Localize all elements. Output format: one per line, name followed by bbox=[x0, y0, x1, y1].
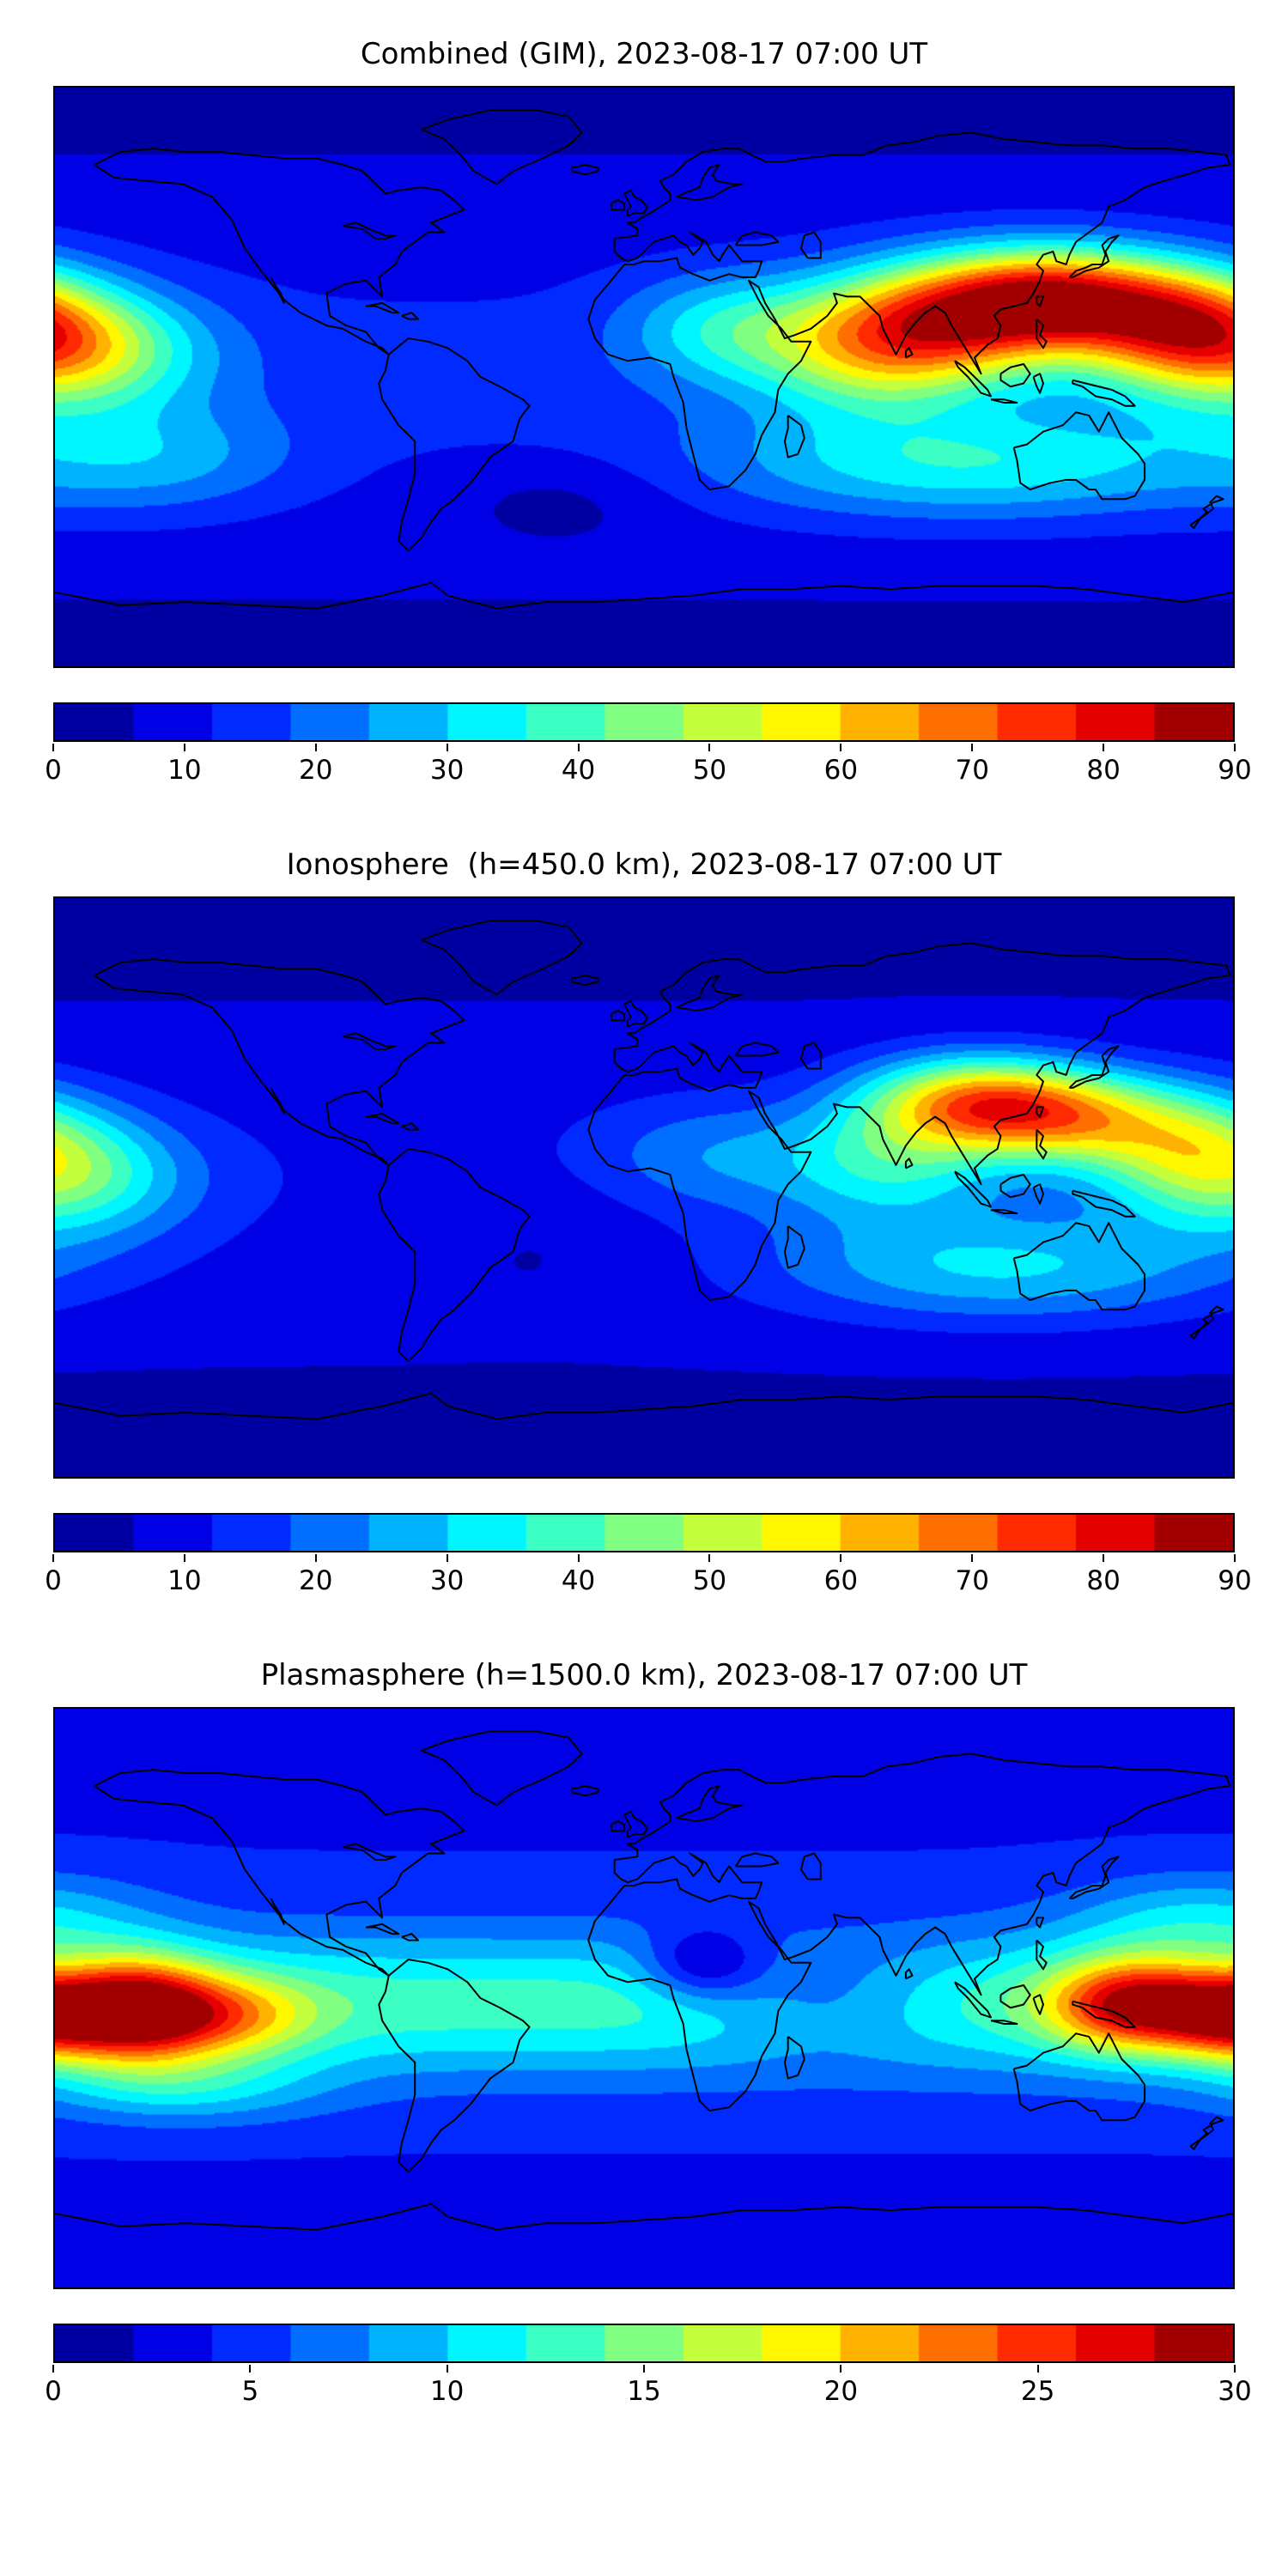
coastlines-overlay bbox=[55, 88, 1233, 666]
map-axes-ionosphere bbox=[53, 896, 1235, 1479]
colorbar-tick-mark bbox=[52, 744, 54, 751]
colorbar-tick-mark bbox=[446, 744, 448, 751]
colorbar-tick-label: 20 bbox=[823, 2376, 859, 2407]
tec-contour-canvas-ionosphere bbox=[55, 898, 1233, 1477]
colorbar-tick-mark bbox=[1234, 744, 1236, 751]
panel-combined: Combined (GIM), 2023-08-17 07:00 UT 0 10 2… bbox=[45, 36, 1252, 792]
colorbar-tick-label: 70 bbox=[955, 1565, 989, 1596]
colorbar-tick-label: 30 bbox=[1218, 2376, 1252, 2407]
colorbar-tick-mark bbox=[314, 744, 317, 751]
colorbar-tick-mark bbox=[314, 1554, 317, 1562]
colorbar-tick-mark bbox=[446, 2365, 448, 2372]
colorbar-ionosphere bbox=[53, 1513, 1235, 1552]
tec-contour-canvas-plasmasphere bbox=[55, 1709, 1233, 2287]
colorbar-canvas bbox=[55, 2325, 1233, 2361]
colorbar-tick-mark bbox=[52, 2365, 54, 2372]
colorbar-tick-label: 90 bbox=[1218, 755, 1252, 786]
colorbar-tick-label: 10 bbox=[167, 755, 202, 786]
coastlines-overlay bbox=[55, 898, 1233, 1477]
colorbar-tick-mark bbox=[971, 744, 974, 751]
coastlines-overlay bbox=[55, 1709, 1233, 2287]
colorbar-tick-mark bbox=[1234, 1554, 1236, 1562]
colorbar-tick-label: 40 bbox=[561, 1565, 596, 1596]
colorbar-canvas bbox=[55, 1515, 1233, 1551]
colorbar-tick-label: 0 bbox=[45, 2376, 62, 2407]
colorbar-tick-mark bbox=[840, 1554, 842, 1562]
map-axes-combined bbox=[53, 86, 1235, 668]
colorbar-tick-mark bbox=[708, 744, 711, 751]
colorbar-tick-mark bbox=[840, 744, 842, 751]
colorbar-tick-mark bbox=[577, 744, 580, 751]
colorbar-tick-label: 40 bbox=[561, 755, 596, 786]
colorbar-tick-mark bbox=[446, 1554, 448, 1562]
colorbar-tick-label: 20 bbox=[299, 1565, 333, 1596]
colorbar-tick-mark bbox=[577, 1554, 580, 1562]
colorbar-tick-label: 30 bbox=[429, 1565, 465, 1596]
panel-title-combined: Combined (GIM), 2023-08-17 07:00 UT bbox=[360, 37, 928, 71]
colorbar-tick-label: 60 bbox=[823, 755, 859, 786]
colorbar-tick-mark bbox=[840, 2365, 842, 2372]
colorbar-tick-label: 30 bbox=[429, 755, 465, 786]
colorbar-plasmasphere bbox=[53, 2324, 1235, 2363]
colorbar-tick-label: 90 bbox=[1218, 1565, 1252, 1596]
colorbar-tick-label: 70 bbox=[955, 755, 989, 786]
colorbar-tick-mark bbox=[183, 744, 185, 751]
colorbar-tick-label: 50 bbox=[692, 755, 727, 786]
colorbar-tick-label: 15 bbox=[627, 2376, 661, 2407]
colorbar-tick-label: 10 bbox=[429, 2376, 465, 2407]
figure: Combined (GIM), 2023-08-17 07:00 UT 0 10 2… bbox=[45, 36, 1252, 2413]
colorbar-tick-mark bbox=[52, 1554, 54, 1562]
tec-contour-canvas-combined bbox=[55, 88, 1233, 666]
colorbar-tick-label: 0 bbox=[45, 1565, 62, 1596]
panel-title-plasmasphere: Plasmasphere (h=1500.0 km), 2023-08-17 0… bbox=[260, 1658, 1028, 1692]
colorbar-tick-label: 0 bbox=[45, 755, 62, 786]
colorbar-tick-label: 5 bbox=[241, 2376, 259, 2407]
colorbar-ticks-ionosphere: 0 10 20 30 40 50 60 70 80 90 bbox=[45, 1554, 1252, 1602]
colorbar-tick-mark bbox=[1103, 1554, 1105, 1562]
colorbar-tick-label: 60 bbox=[823, 1565, 859, 1596]
colorbar-tick-label: 10 bbox=[167, 1565, 202, 1596]
colorbar-tick-mark bbox=[971, 1554, 974, 1562]
colorbar-tick-label: 80 bbox=[1086, 1565, 1121, 1596]
colorbar-ticks-plasmasphere: 0 5 10 15 20 25 30 bbox=[45, 2365, 1252, 2413]
colorbar-tick-mark bbox=[1234, 2365, 1236, 2372]
panel-plasmasphere: Plasmasphere (h=1500.0 km), 2023-08-17 0… bbox=[45, 1657, 1252, 2413]
colorbar-tick-label: 25 bbox=[1020, 2376, 1055, 2407]
colorbar-tick-mark bbox=[1036, 2365, 1039, 2372]
colorbar-tick-mark bbox=[708, 1554, 711, 1562]
colorbar-tick-mark bbox=[643, 2365, 645, 2372]
colorbar-canvas bbox=[55, 704, 1233, 740]
panel-ionosphere: Ionosphere (h=450.0 km), 2023-08-17 07:0… bbox=[45, 847, 1252, 1602]
colorbar-tick-mark bbox=[1103, 744, 1105, 751]
colorbar-tick-label: 50 bbox=[692, 1565, 727, 1596]
colorbar-ticks-combined: 0 10 20 30 40 50 60 70 80 90 bbox=[45, 744, 1252, 792]
colorbar-combined bbox=[53, 702, 1235, 742]
colorbar-tick-mark bbox=[249, 2365, 252, 2372]
colorbar-tick-mark bbox=[183, 1554, 185, 1562]
colorbar-tick-label: 20 bbox=[299, 755, 333, 786]
panel-title-ionosphere: Ionosphere (h=450.0 km), 2023-08-17 07:0… bbox=[286, 848, 1002, 882]
map-axes-plasmasphere bbox=[53, 1707, 1235, 2289]
colorbar-tick-label: 80 bbox=[1086, 755, 1121, 786]
